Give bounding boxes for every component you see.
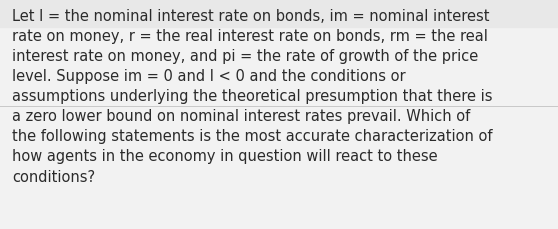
Bar xyxy=(0,0,558,27)
Text: Let I = the nominal interest rate on bonds, im = nominal interest
rate on money,: Let I = the nominal interest rate on bon… xyxy=(12,9,493,184)
